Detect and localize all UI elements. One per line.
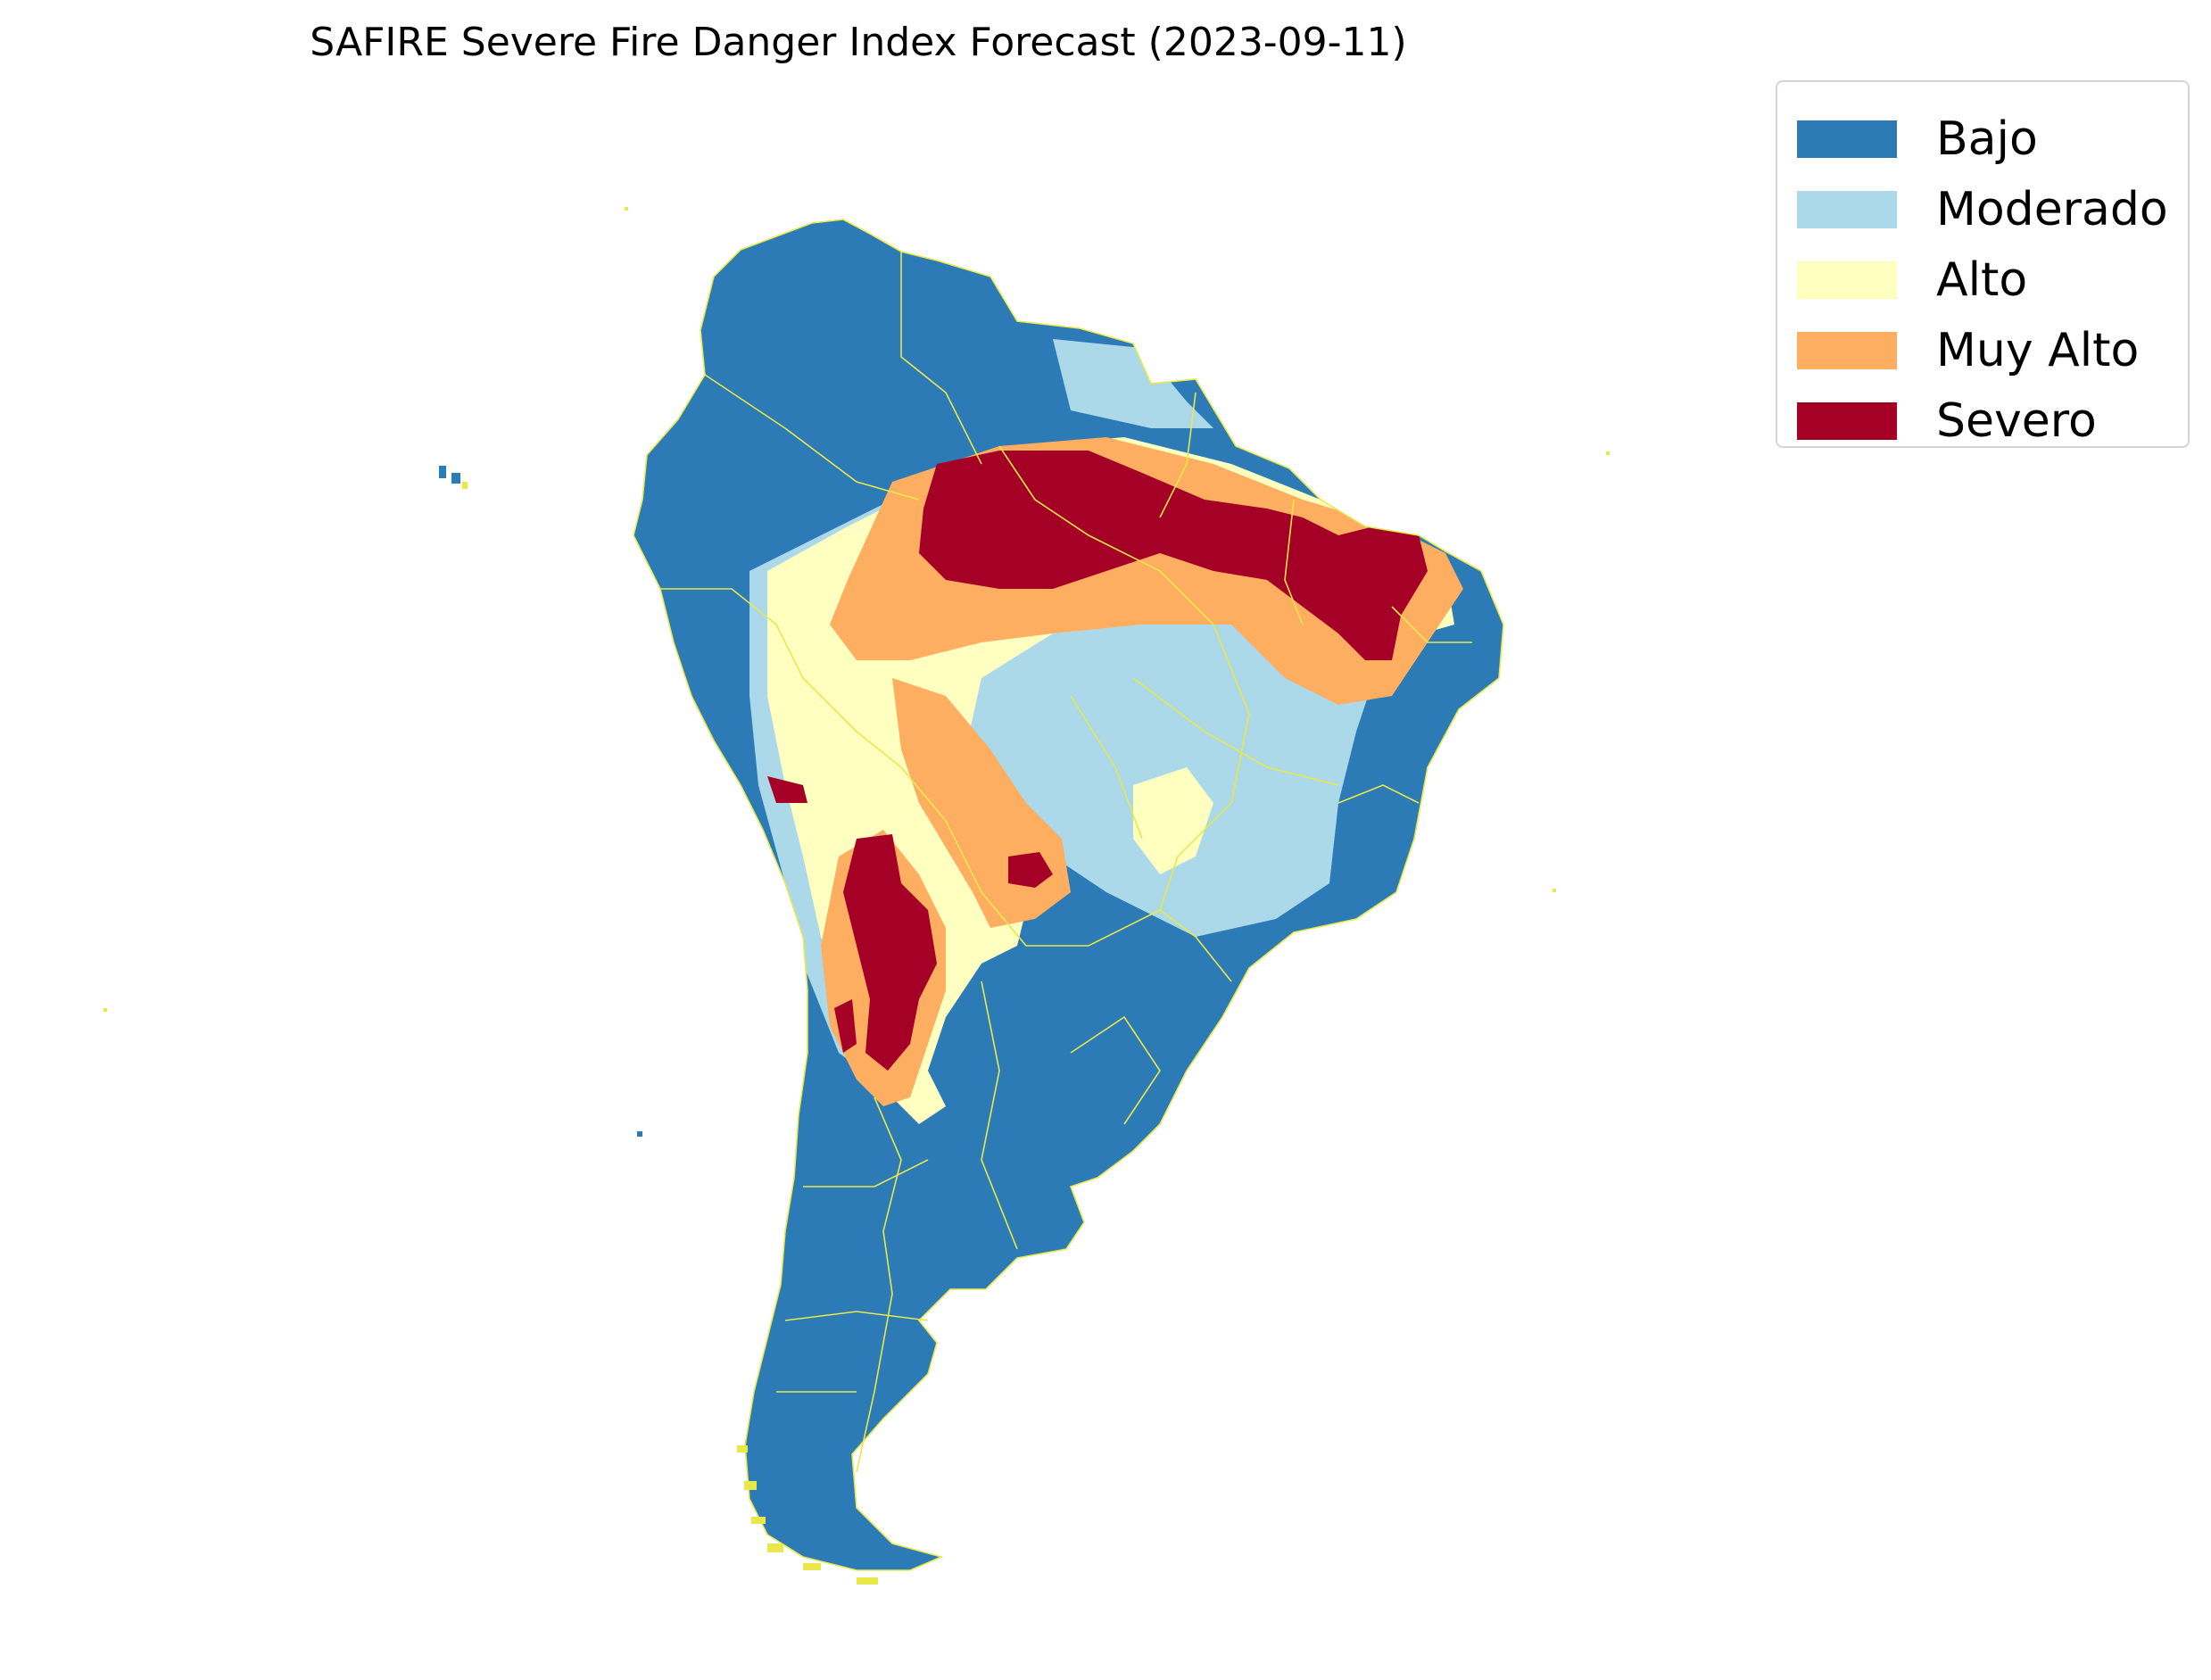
offshore-islands bbox=[104, 207, 1610, 1137]
legend: Bajo Moderado Alto Muy Alto Severo bbox=[1776, 80, 2190, 448]
legend-item-muy-alto: Muy Alto bbox=[1797, 315, 2188, 385]
zone-severo-north bbox=[919, 451, 1428, 660]
legend-label-moderado: Moderado bbox=[1936, 182, 2168, 236]
zone-severo-central bbox=[1008, 852, 1053, 888]
map-title: SAFIRE Severe Fire Danger Index Forecast… bbox=[310, 20, 1407, 65]
legend-swatch-severo bbox=[1797, 401, 1897, 440]
boundary-lines bbox=[633, 219, 1504, 1571]
legend-swatch-bajo bbox=[1797, 120, 1897, 158]
zone-severo-andes-south bbox=[834, 999, 857, 1053]
zone-severo-andes bbox=[843, 834, 937, 1071]
fire-danger-zones bbox=[633, 219, 1503, 1570]
legend-label-bajo: Bajo bbox=[1936, 112, 2038, 166]
legend-label-severo: Severo bbox=[1936, 393, 2097, 448]
zone-severo-west bbox=[767, 776, 807, 803]
legend-item-alto: Alto bbox=[1797, 244, 2188, 315]
legend-swatch-alto bbox=[1797, 261, 1897, 299]
zone-moderado-north bbox=[1053, 339, 1213, 428]
zone-alto-central bbox=[1133, 767, 1213, 874]
legend-item-severo: Severo bbox=[1797, 385, 2188, 456]
patagonia-coast bbox=[737, 1445, 878, 1585]
legend-item-moderado: Moderado bbox=[1797, 174, 2188, 244]
legend-swatch-muy-alto bbox=[1797, 331, 1897, 369]
legend-swatch-moderado bbox=[1797, 190, 1897, 228]
legend-item-bajo: Bajo bbox=[1797, 103, 2188, 174]
legend-label-muy-alto: Muy Alto bbox=[1936, 323, 2140, 377]
legend-label-alto: Alto bbox=[1936, 252, 2028, 307]
